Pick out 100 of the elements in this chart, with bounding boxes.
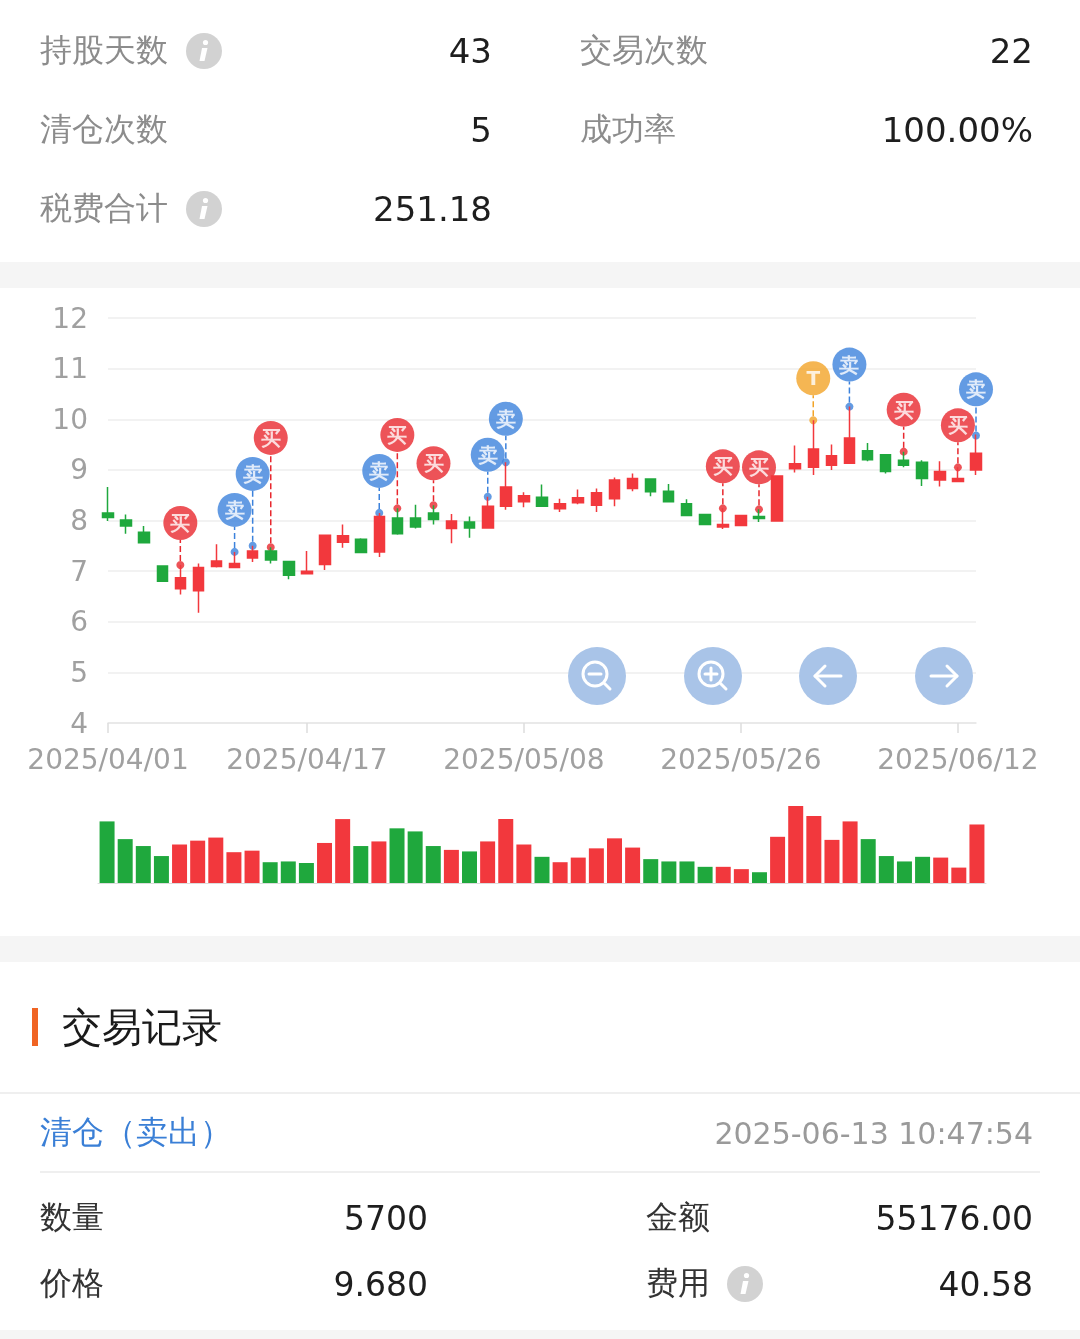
y-tick-label: 5 [70,655,88,689]
candlestick [825,443,838,471]
text: 9.680 [333,1264,428,1304]
data-label: 卖 [495,406,516,431]
y-tick-label: 9 [70,453,88,487]
text: 交易次数 [580,30,708,71]
data-label: 卖 [477,442,498,467]
text: 2025-06-13 10:47:54 [714,1115,1033,1151]
candlestick [626,472,639,492]
point [248,541,257,550]
bar [498,819,514,883]
bar [860,839,876,883]
data-label: 买 [893,397,914,422]
bar [625,847,641,883]
point [953,463,962,472]
candlestick [608,476,621,508]
data-label: 卖 [369,458,390,483]
candlestick [734,514,748,527]
text: 5700 [344,1198,428,1238]
text: 持股天数 [40,30,168,71]
candlestick [318,534,332,571]
bar [896,861,912,883]
text: 交易记录 [62,1002,222,1052]
bar [371,841,387,883]
point [809,416,818,425]
text: 40.58 [938,1264,1033,1304]
candlestick [680,498,693,517]
y-tick-label: 10 [52,402,88,436]
point [483,492,492,501]
data-label: 买 [423,451,444,476]
x-tick-label: 2025/04/17 [226,742,388,776]
bar [280,861,296,883]
text: 55176.00 [875,1198,1033,1238]
bar [135,846,151,883]
candlestick [662,483,675,503]
x-tick-label: 2025/06/12 [877,742,1039,776]
bar [570,857,586,883]
bar [425,846,441,883]
bar [552,862,568,883]
text: 22 [989,31,1033,71]
candlestick [427,504,440,526]
candlestick [174,564,187,596]
bar [262,862,278,883]
text: 清仓次数 [40,109,168,150]
candlestick [517,491,531,509]
bar [462,851,478,883]
bar [117,839,133,883]
candlestick [716,507,730,530]
data-label: T [806,366,821,391]
bar [99,821,115,883]
text: 数量 [40,1197,104,1238]
bar [751,872,767,883]
candlestick [752,508,766,523]
bar [407,831,423,883]
data-label: 买 [260,425,281,450]
candlestick [499,461,513,511]
bar [153,856,169,883]
text: 5 [470,110,492,150]
x-tick-label: 2025/05/08 [443,742,605,776]
data-label: 卖 [966,377,986,402]
bar [715,866,731,883]
text: 金额 [646,1197,710,1238]
candlestick [770,475,784,522]
bar [878,856,894,883]
candlestick [264,546,278,565]
point [755,505,763,514]
bar [534,856,550,883]
bar [516,844,532,883]
candlestick [897,450,910,469]
y-tick-label: 7 [70,554,88,588]
text: 税费合计 [40,188,168,229]
candlestick [282,560,296,580]
candlestick [409,504,422,530]
candlestick [553,497,567,513]
bar [679,861,695,883]
data-label: 卖 [242,461,263,486]
candlestick [336,523,350,549]
bar [389,828,405,883]
candlestick [137,525,151,545]
candlestick [571,488,585,506]
candlestick [354,537,368,554]
candlestick [590,487,603,513]
candlestick [788,444,802,474]
bar [933,857,949,883]
candlestick [445,513,458,545]
bar [298,862,314,883]
text: 价格 [40,1263,104,1304]
candlestick [915,459,929,487]
data-label: 买 [170,511,191,536]
bar [244,850,260,883]
bar [643,859,659,883]
text: 100.00% [881,110,1033,150]
candlestick [463,515,476,539]
bar [353,846,369,883]
x-tick-label: 2025/05/26 [660,742,822,776]
data-label: 买 [712,454,733,479]
bar [480,841,496,883]
bar [969,824,985,883]
bar [951,867,967,883]
candlestick [391,507,404,536]
